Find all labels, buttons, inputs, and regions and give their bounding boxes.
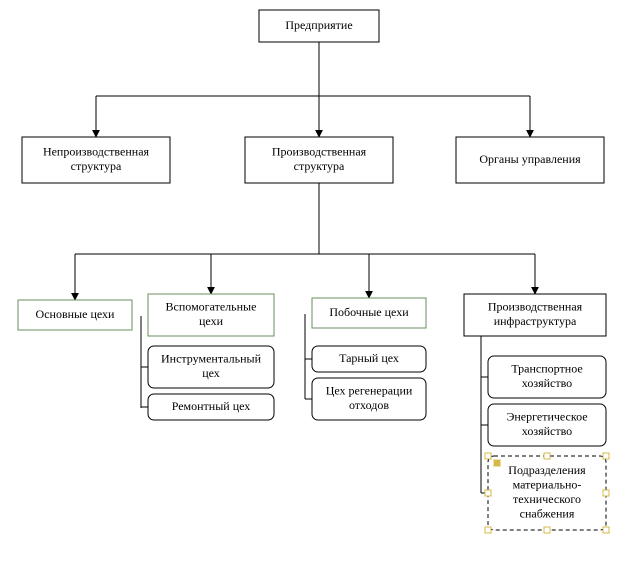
selection-handle	[603, 527, 609, 533]
label-tare: Тарный цех	[339, 351, 399, 365]
label-repair: Ремонтный цех	[172, 399, 251, 413]
label-transport: Транспортноехозяйство	[511, 362, 582, 390]
selection-handle	[544, 527, 550, 533]
selection-handle	[485, 453, 491, 459]
selection-handle	[485, 490, 491, 496]
adjust-handle	[494, 460, 500, 466]
label-root: Предприятие	[285, 18, 352, 32]
selection-handle	[544, 453, 550, 459]
selection-handle	[603, 453, 609, 459]
org-chart: ПредприятиеНепроизводственнаяструктураПр…	[0, 0, 638, 587]
label-mgmt: Органы управления	[479, 152, 581, 166]
selection-handle	[485, 527, 491, 533]
label-main_shop: Основные цехи	[36, 307, 115, 321]
label-side_shop: Побочные цехи	[329, 305, 409, 319]
selection-handle	[603, 490, 609, 496]
label-infra: Производственнаяинфраструктура	[488, 300, 583, 328]
